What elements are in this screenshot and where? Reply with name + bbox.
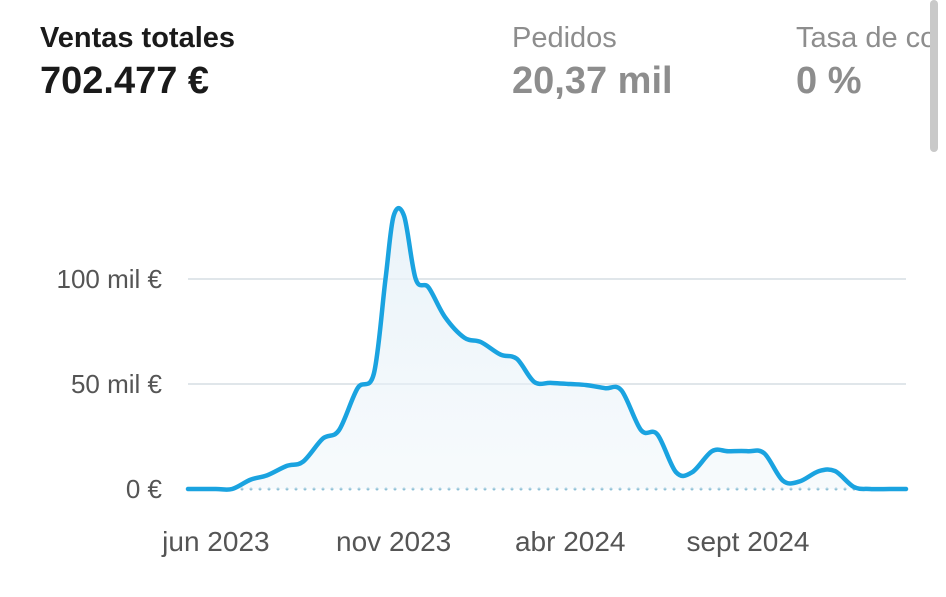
- metric-label: Tasa de co: [796, 22, 937, 54]
- y-tick-label: 0 €: [126, 474, 163, 504]
- series-area: [188, 208, 906, 490]
- metric-value: 20,37 mil: [512, 60, 673, 102]
- series-line: [185, 205, 909, 492]
- metric-conversion-rate[interactable]: Tasa de co 0 %: [796, 18, 936, 104]
- metric-value: 702.477 €: [40, 60, 210, 102]
- metric-label: Pedidos: [512, 22, 617, 54]
- metric-label: Ventas totales: [40, 22, 236, 54]
- x-tick-label: nov 2023: [336, 526, 451, 557]
- x-tick-label: sept 2024: [686, 526, 809, 557]
- metric-total-sales[interactable]: Ventas totales 702.477 €: [40, 18, 235, 104]
- metric-value: 0 %: [796, 60, 862, 102]
- scrollbar[interactable]: [930, 0, 938, 152]
- x-tick-label: abr 2024: [515, 526, 626, 557]
- y-tick-label: 100 mil €: [57, 264, 163, 294]
- y-tick-label: 50 mil €: [71, 369, 163, 399]
- x-tick-label: jun 2023: [161, 526, 269, 557]
- metric-orders[interactable]: Pedidos 20,37 mil: [512, 18, 673, 104]
